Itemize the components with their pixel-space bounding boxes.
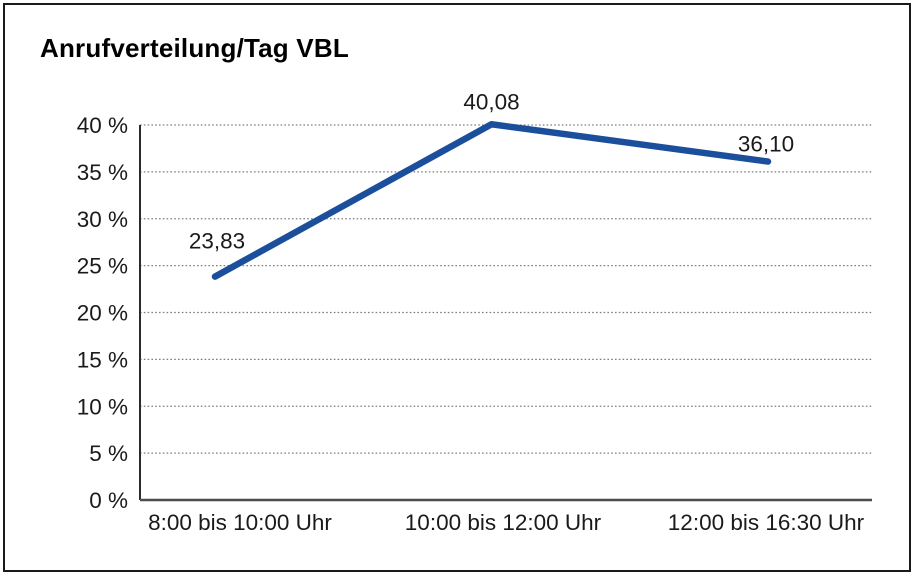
y-tick-label: 20 % xyxy=(77,301,128,326)
data-point-label: 36,10 xyxy=(738,132,794,157)
y-tick-label: 5 % xyxy=(89,441,128,466)
x-tick-label: 8:00 bis 10:00 Uhr xyxy=(148,510,332,535)
y-tick-label: 35 % xyxy=(77,160,128,185)
data-line xyxy=(211,121,772,280)
data-point-label: 40,08 xyxy=(463,89,519,114)
y-tick-label: 10 % xyxy=(77,394,128,419)
x-tick-label: 12:00 bis 16:30 Uhr xyxy=(668,510,865,535)
y-tick-label: 0 % xyxy=(89,488,128,513)
data-point-label: 23,83 xyxy=(189,229,245,254)
y-tick-label: 25 % xyxy=(77,254,128,279)
y-tick-label: 30 % xyxy=(77,207,128,232)
y-tick-label: 40 % xyxy=(77,113,128,138)
x-tick-label: 10:00 bis 12:00 Uhr xyxy=(405,510,602,535)
y-tick-label: 15 % xyxy=(77,347,128,372)
chart-title: Anrufverteilung/Tag VBL xyxy=(40,33,349,63)
